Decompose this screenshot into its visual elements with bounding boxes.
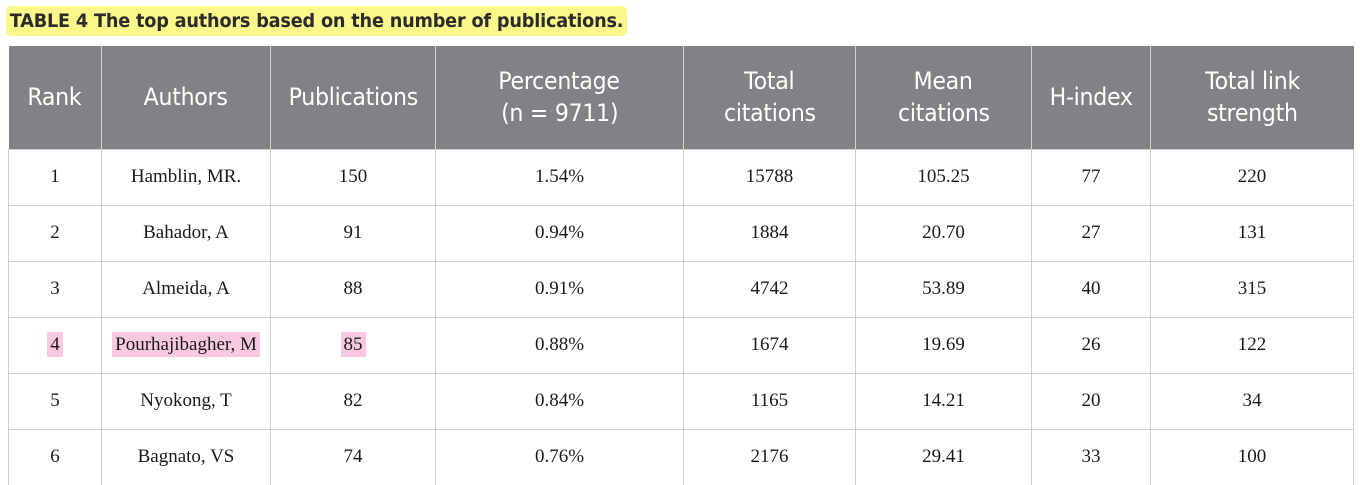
cell-percentage: 0.76% [435,428,684,485]
cell-mean-citations: 105.25 [855,148,1032,206]
cell-total-citations: 2176 [683,428,856,485]
cell-mean-citations: 19.69 [855,316,1032,374]
cell-mean-citations: 53.89 [855,260,1032,318]
cell-author: Nyokong, T [101,372,271,430]
cell-h-index: 40 [1031,260,1151,318]
table-row: 3 Almeida, A 88 0.91% 4742 53.89 40 315 [8,260,1354,318]
header-authors-label: Authors [144,83,228,112]
cell-rank: 3 [8,260,102,318]
cell-h-index: 20 [1031,372,1151,430]
cell-h-index: 27 [1031,204,1151,262]
cell-percentage: 0.88% [435,316,684,374]
table-caption: TABLE 4 The top authors based on the num… [6,6,628,36]
cell-rank: 6 [8,428,102,485]
cell-publications: 82 [270,372,436,430]
cell-percentage: 1.54% [435,148,684,206]
cell-publications: 85 [270,316,436,374]
header-publications: Publications [270,46,436,149]
cell-link-strength: 315 [1150,260,1354,318]
cell-percentage: 0.84% [435,372,684,430]
highlight-mark: 4 [47,332,63,357]
cell-publications: 150 [270,148,436,206]
header-percentage-line2: (n = 9711) [500,99,619,128]
table-row: 5 Nyokong, T 82 0.84% 1165 14.21 20 34 [8,372,1354,430]
cell-percentage: 0.94% [435,204,684,262]
cell-publications: 88 [270,260,436,318]
cell-author: Bahador, A [101,204,271,262]
header-link-strength-line2: strength [1206,99,1298,128]
header-total-citations: Total citations [683,46,856,149]
header-rank: Rank [8,46,102,149]
cell-h-index: 26 [1031,316,1151,374]
cell-rank: 5 [8,372,102,430]
table-row-highlighted: 4 Pourhajibagher, M 85 0.88% 1674 19.69 … [8,316,1354,374]
header-rank-label: Rank [27,83,82,112]
cell-total-citations: 1165 [683,372,856,430]
cell-total-citations: 4742 [683,260,856,318]
header-link-strength-line1: Total link [1204,67,1300,96]
caption-wrapper: TABLE 4 The top authors based on the num… [6,6,674,36]
cell-rank: 4 [8,316,102,374]
header-mean-citations-line2: citations [897,99,990,128]
cell-mean-citations: 29.41 [855,428,1032,485]
header-percentage: Percentage (n = 9711) [435,46,684,149]
cell-mean-citations: 14.21 [855,372,1032,430]
cell-total-citations: 1884 [683,204,856,262]
header-publications-label: Publications [288,83,418,112]
header-h-index: H-index [1031,46,1151,149]
table-row: 1 Hamblin, MR. 150 1.54% 15788 105.25 77… [8,148,1354,206]
cell-author: Hamblin, MR. [101,148,271,206]
highlight-mark: Pourhajibagher, M [112,332,260,357]
header-mean-citations: Mean citations [855,46,1032,149]
cell-h-index: 33 [1031,428,1151,485]
cell-h-index: 77 [1031,148,1151,206]
header-total-citations-line2: citations [723,99,816,128]
table-row: 2 Bahador, A 91 0.94% 1884 20.70 27 131 [8,204,1354,262]
cell-total-citations: 1674 [683,316,856,374]
cell-author: Bagnato, VS [101,428,271,485]
header-row: Rank Authors Publications Percentage (n =… [8,46,1354,149]
cell-link-strength: 100 [1150,428,1354,485]
cell-rank: 1 [8,148,102,206]
cell-link-strength: 220 [1150,148,1354,206]
cell-publications: 91 [270,204,436,262]
cell-author: Almeida, A [101,260,271,318]
cell-author: Pourhajibagher, M [101,316,271,374]
header-authors: Authors [101,46,271,149]
cell-link-strength: 122 [1150,316,1354,374]
cell-link-strength: 131 [1150,204,1354,262]
cell-link-strength: 34 [1150,372,1354,430]
header-mean-citations-line1: Mean [913,67,974,96]
cell-percentage: 0.91% [435,260,684,318]
header-total-citations-line1: Total [744,67,795,96]
authors-table: Rank Authors Publications Percentage (n =… [8,46,1354,485]
cell-total-citations: 15788 [683,148,856,206]
header-h-index-label: H-index [1049,83,1133,112]
cell-publications: 74 [270,428,436,485]
cell-mean-citations: 20.70 [855,204,1032,262]
cell-rank: 2 [8,204,102,262]
header-percentage-line1: Percentage [498,67,621,96]
header-link-strength: Total link strength [1150,46,1354,149]
highlight-mark: 85 [340,332,366,357]
table-row: 6 Bagnato, VS 74 0.76% 2176 29.41 33 100 [8,428,1354,485]
